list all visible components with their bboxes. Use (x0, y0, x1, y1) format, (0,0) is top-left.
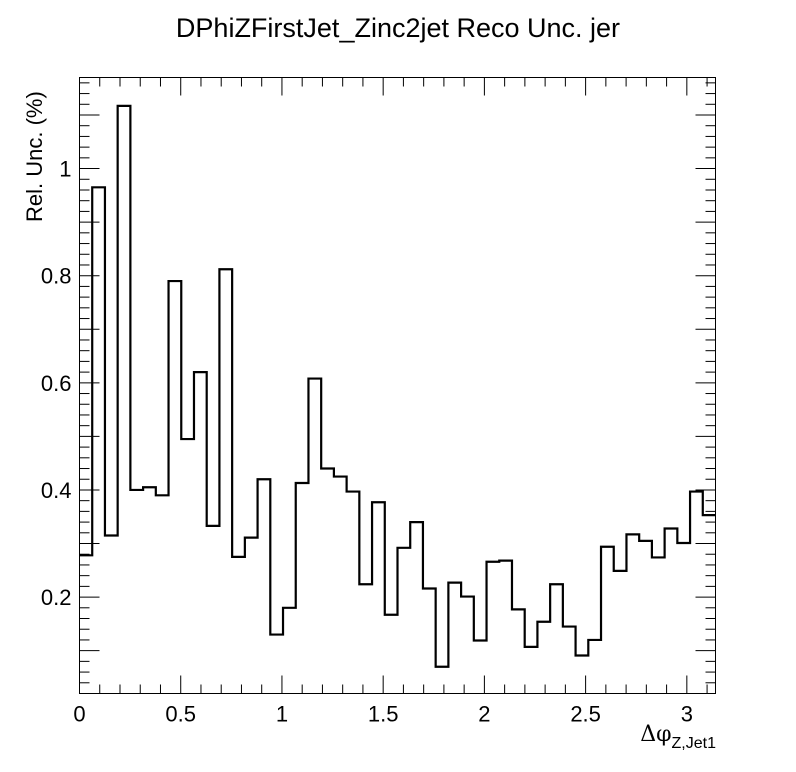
x-tick-label: 1 (276, 702, 288, 727)
x-tick-label: 1.5 (368, 702, 399, 727)
y-tick-label: 0.4 (41, 478, 72, 503)
y-tick-label: 0.2 (41, 585, 72, 610)
x-axis-title-main: Δφ (640, 722, 671, 747)
x-axis-title: ΔφZ,Jet1 (640, 722, 716, 752)
y-tick-label: 1 (59, 157, 71, 182)
x-tick-label: 2 (478, 702, 490, 727)
x-axis-title-subscript: Z,Jet1 (672, 735, 717, 752)
histogram-line (79, 104, 716, 668)
x-axis: 0 0.5 1 1.5 2 2.5 3 (73, 77, 708, 727)
y-axis-title: Rel. Unc. (%) (22, 91, 47, 222)
y-tick-label: 0.8 (41, 264, 72, 289)
x-tick-label: 2.5 (570, 702, 601, 727)
y-axis: 0.2 0.4 0.6 0.8 1 (41, 82, 716, 694)
x-tick-label: 0 (73, 702, 85, 727)
x-tick-label: 3 (681, 702, 693, 727)
plot-frame (79, 77, 716, 694)
x-tick-label: 0.5 (165, 702, 196, 727)
chart-title: DPhiZFirstJet_Zinc2jet Reco Unc. jer (176, 13, 620, 43)
y-tick-label: 0.6 (41, 371, 72, 396)
